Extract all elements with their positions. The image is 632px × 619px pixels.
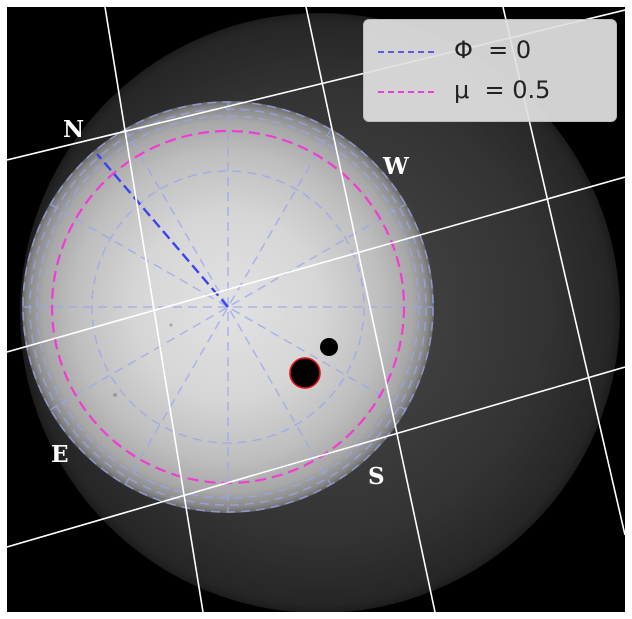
sunspot-icon xyxy=(289,357,321,389)
legend-swatch-phi xyxy=(378,51,434,53)
legend-label-phi: Φ = 0 xyxy=(454,36,531,64)
grid-line xyxy=(7,176,625,353)
grid-line xyxy=(305,7,436,612)
legend-item-mu: μ = 0.5 xyxy=(364,74,616,110)
sun-image-panel: N W E S Φ = 0 μ = 0.5 xyxy=(7,7,625,612)
zero-meridian xyxy=(96,153,229,308)
sun-scene xyxy=(7,7,625,612)
legend: Φ = 0 μ = 0.5 xyxy=(363,19,617,122)
meridian-line xyxy=(124,128,332,486)
coordinate-grid xyxy=(7,7,625,612)
grid-line xyxy=(104,7,204,612)
faint-spot-icon xyxy=(169,323,173,327)
transit-objects xyxy=(113,323,338,397)
latitude-guides xyxy=(22,101,434,513)
legend-value-phi: = 0 xyxy=(488,36,532,64)
faint-spot-icon xyxy=(113,393,117,397)
meridian-line xyxy=(49,203,407,411)
legend-value-mu: = 0.5 xyxy=(484,76,551,104)
cardinal-north: N xyxy=(63,116,85,143)
cardinal-west: W xyxy=(383,153,409,180)
grid-line xyxy=(7,366,625,548)
meridian-line xyxy=(49,203,407,411)
legend-item-phi: Φ = 0 xyxy=(364,34,616,70)
cardinal-east: E xyxy=(51,441,69,468)
legend-swatch-mu xyxy=(378,91,434,93)
legend-symbol-mu: μ xyxy=(454,76,470,104)
transiting-planet-icon xyxy=(320,338,338,356)
legend-symbol-phi: Φ xyxy=(454,36,473,64)
meridian-line xyxy=(124,128,332,486)
cardinal-south: S xyxy=(368,463,385,490)
legend-label-mu: μ = 0.5 xyxy=(454,76,550,104)
